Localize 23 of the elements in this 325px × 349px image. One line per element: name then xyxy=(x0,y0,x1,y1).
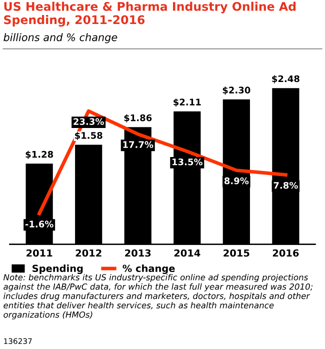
x-tick-label: 2012 xyxy=(76,249,102,257)
data-label: $2.48 xyxy=(272,75,300,84)
data-label: $1.28 xyxy=(26,150,54,159)
legend-label: Spending xyxy=(32,264,83,274)
data-label: 23.3% xyxy=(74,118,104,125)
legend-label: % change xyxy=(122,264,175,274)
data-label: $2.30 xyxy=(222,86,250,95)
data-label: 7.8% xyxy=(274,182,298,189)
data-label: 8.9% xyxy=(224,177,249,184)
x-tick-label: 2011 xyxy=(26,249,52,257)
data-label: 13.5% xyxy=(172,158,203,166)
x-tick-label: 2016 xyxy=(272,249,299,257)
data-label: $1.86 xyxy=(124,114,152,122)
x-tick-label: 2015 xyxy=(224,249,250,257)
data-label: 17.7% xyxy=(123,141,154,148)
chart-title: US Healthcare & Pharma Industry Online Ad Spending, 2011-2016 xyxy=(4,2,296,27)
data-label: -1.6% xyxy=(25,220,54,228)
chart-subtitle: billions and % change xyxy=(4,33,118,44)
data-label: $2.11 xyxy=(174,98,201,107)
x-tick-label: 2014 xyxy=(174,249,200,257)
x-tick-label: 2013 xyxy=(125,249,151,257)
data-label: $1.58 xyxy=(75,132,102,140)
text: Note: benchmarks its US industry-specific online ad spending projections against the IAB/PwC data, for which the last full year measured was 2010; includes drug manufacturers and marketers, doctors, hospitals and other entities that deliver health services, such as health maintenance organizations (HMOs) xyxy=(3,274,313,320)
